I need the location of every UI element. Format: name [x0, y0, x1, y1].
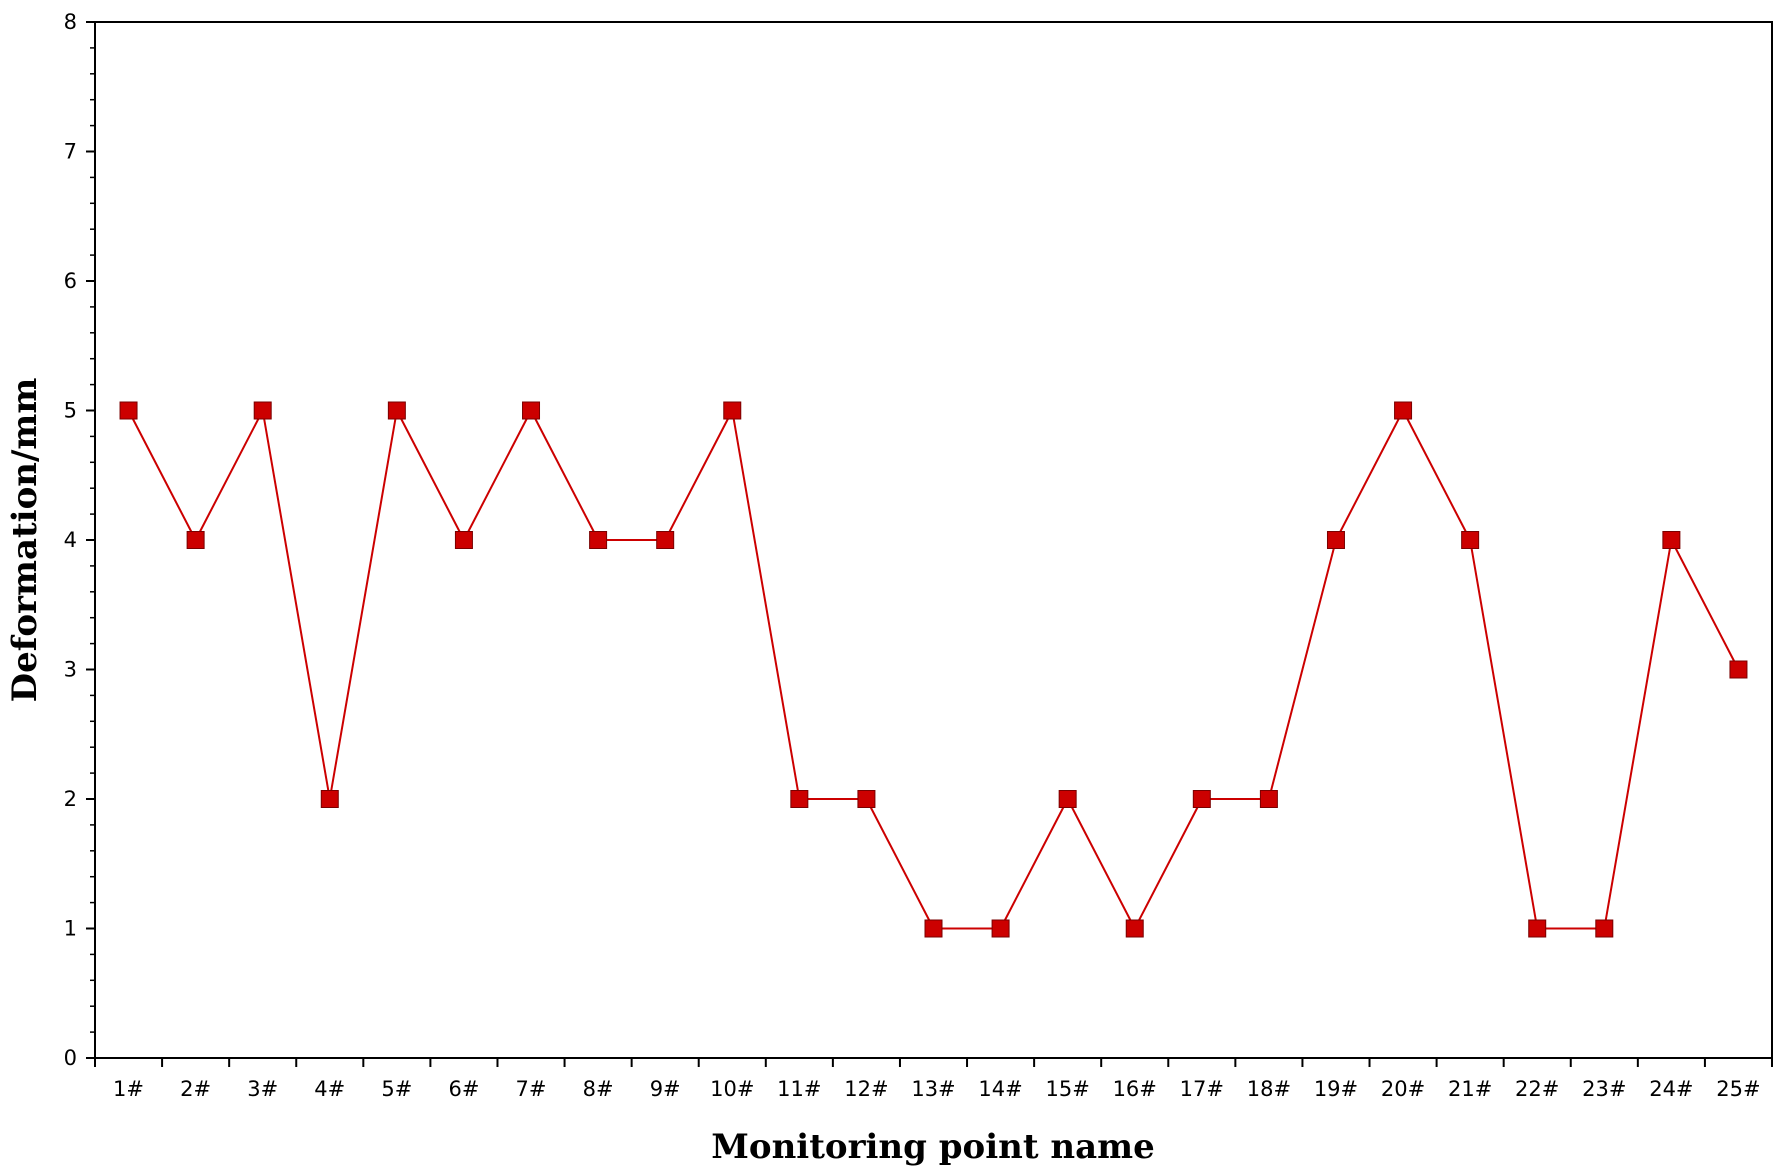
- series-line-segment: [999, 798, 1069, 929]
- x-tick-label: 15#: [1045, 1077, 1089, 1101]
- x-tick-label: 14#: [978, 1077, 1022, 1101]
- data-point-marker: [1729, 660, 1748, 679]
- y-tick-label: 2: [64, 787, 77, 811]
- x-tick-label: 1#: [113, 1077, 144, 1101]
- series-line-segment: [1066, 798, 1136, 929]
- x-tick-label: 11#: [777, 1077, 821, 1101]
- series-line-segment: [261, 410, 331, 800]
- x-tick-label: 24#: [1649, 1077, 1693, 1101]
- data-point-marker: [119, 401, 138, 420]
- series-line-segment: [1267, 539, 1337, 800]
- x-tick-label: 8#: [583, 1077, 614, 1101]
- series-line-segment: [664, 410, 734, 541]
- x-tick-label: 18#: [1247, 1077, 1291, 1101]
- series-line-segment: [1469, 539, 1539, 929]
- x-tick-label: 12#: [844, 1077, 888, 1101]
- y-tick-label: 7: [64, 140, 77, 164]
- x-tick-label: 17#: [1180, 1077, 1224, 1101]
- data-point-marker: [1125, 919, 1144, 938]
- series-line-segment: [395, 410, 465, 541]
- x-tick-label: 16#: [1113, 1077, 1157, 1101]
- data-point-marker: [857, 790, 876, 808]
- series-line-segment: [328, 410, 398, 800]
- x-tick-label: 4#: [314, 1077, 345, 1101]
- y-axis-tick-labels: 0 1 2 3 4 5 6 7 8: [64, 10, 77, 1070]
- data-point-marker: [320, 790, 339, 808]
- data-point-marker: [991, 919, 1010, 938]
- data-point-marker: [1528, 919, 1547, 938]
- x-tick-label: 23#: [1582, 1077, 1626, 1101]
- series-line-segment: [530, 410, 599, 541]
- data-point-marker: [1595, 919, 1614, 938]
- data-point-marker: [656, 531, 675, 549]
- data-point-marker: [253, 401, 272, 420]
- x-tick-label: 19#: [1314, 1077, 1358, 1101]
- y-tick-label: 0: [64, 1046, 77, 1070]
- series-line-segment: [731, 410, 801, 800]
- x-tick-label: 22#: [1515, 1077, 1559, 1101]
- data-point-marker: [924, 919, 943, 938]
- y-tick-label: 5: [64, 399, 77, 423]
- x-tick-label: 13#: [911, 1077, 955, 1101]
- series-line-segment: [1670, 539, 1740, 670]
- data-point-marker: [1662, 531, 1681, 549]
- y-axis-title: Deformation/mm: [5, 378, 45, 703]
- series-line-segment: [194, 410, 264, 541]
- series-markers: [119, 401, 1748, 938]
- series-line-segment: [1335, 410, 1404, 541]
- x-axis-tick-labels: 1# 2# 3# 4# 5# 6# 7# 8# 9# 10# 11# 12# 13# 14# 15# 16# 1…: [113, 1077, 1761, 1101]
- x-tick-label: 6#: [448, 1077, 479, 1101]
- series-line-segment: [1133, 798, 1203, 929]
- data-point-marker: [1259, 790, 1278, 808]
- series-lines: [127, 410, 1740, 930]
- series-line-segment: [1402, 410, 1472, 541]
- x-axis-title: Monitoring point name: [711, 1127, 1154, 1167]
- y-tick-label: 1: [64, 917, 77, 941]
- series-line-segment: [1603, 539, 1673, 929]
- plot-frame: [94, 21, 1773, 1059]
- y-tick-label: 3: [64, 658, 77, 682]
- data-point-marker: [1192, 790, 1211, 808]
- x-tick-label: 9#: [650, 1077, 681, 1101]
- x-tick-label: 20#: [1381, 1077, 1425, 1101]
- y-axis-ticks: [86, 21, 95, 1059]
- data-point-marker: [387, 401, 406, 420]
- series-line-segment: [865, 798, 935, 929]
- data-point-marker: [589, 531, 608, 549]
- data-point-marker: [1326, 531, 1345, 549]
- x-tick-label: 10#: [710, 1077, 754, 1101]
- x-tick-label: 3#: [247, 1077, 278, 1101]
- x-tick-label: 21#: [1448, 1077, 1492, 1101]
- data-point-marker: [723, 401, 742, 420]
- y-tick-label: 4: [64, 528, 77, 552]
- data-point-marker: [790, 790, 809, 808]
- data-point-marker: [522, 401, 541, 420]
- series-line-segment: [463, 410, 532, 541]
- data-point-marker: [1394, 401, 1413, 420]
- y-tick-label: 8: [64, 10, 77, 34]
- data-point-marker: [1461, 531, 1480, 549]
- x-axis-ticks: [94, 1058, 1773, 1067]
- y-tick-label: 6: [64, 269, 77, 293]
- data-point-marker: [186, 531, 205, 549]
- data-point-marker: [454, 531, 473, 549]
- data-point-marker: [1058, 790, 1077, 808]
- x-tick-label: 25#: [1716, 1077, 1760, 1101]
- series-line-segment: [127, 410, 197, 541]
- x-tick-label: 5#: [381, 1077, 412, 1101]
- x-tick-label: 2#: [180, 1077, 211, 1101]
- x-tick-label: 7#: [516, 1077, 547, 1101]
